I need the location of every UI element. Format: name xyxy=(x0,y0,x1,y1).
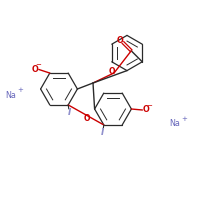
Text: Na: Na xyxy=(6,90,16,99)
Text: I: I xyxy=(101,128,104,137)
Text: O: O xyxy=(108,67,115,76)
Text: −: − xyxy=(146,103,152,109)
Text: I: I xyxy=(68,108,71,117)
Text: O: O xyxy=(83,114,90,123)
Text: +: + xyxy=(18,87,24,93)
Text: O: O xyxy=(142,105,149,114)
Text: O: O xyxy=(117,36,124,45)
Text: Na: Na xyxy=(170,119,180,129)
Text: +: + xyxy=(182,116,188,122)
Text: O: O xyxy=(32,65,39,74)
Text: −: − xyxy=(35,62,41,68)
